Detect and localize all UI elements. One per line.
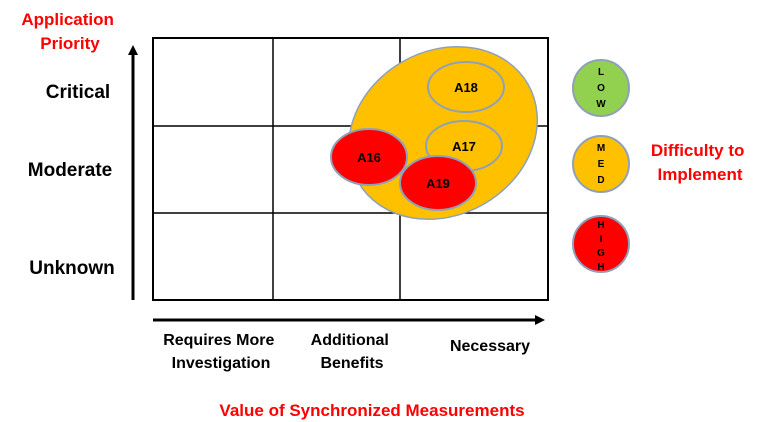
legend-low: L O W <box>572 59 630 117</box>
column-label-2-line-1: Additional <box>311 332 389 349</box>
y-axis-title-line-2: Priority <box>40 34 100 53</box>
legend-high-circle <box>572 215 630 273</box>
column-label-1-line-2: Investigation <box>172 355 271 372</box>
legend-low-circle <box>572 59 630 117</box>
legend-low-letter-2: O <box>597 83 605 94</box>
bubble-a19-label: A19 <box>426 176 450 191</box>
bubble-a18-shape <box>427 61 505 113</box>
column-label-necessary: Necessary <box>450 338 530 355</box>
bubble-a17-label: A17 <box>452 139 476 154</box>
bubble-a16: A16 <box>330 128 408 186</box>
legend-med-letter-3: D <box>597 175 604 186</box>
bubble-a16-shape <box>330 128 408 186</box>
legend-med-letter-2: E <box>598 159 605 170</box>
legend-med: M E D <box>572 135 630 193</box>
legend-low-letter-1: L <box>598 67 604 78</box>
row-label-critical: Critical <box>46 82 110 103</box>
legend: L O W M E D H I G H <box>572 59 630 273</box>
column-label-2-line-2: Benefits <box>320 355 383 372</box>
legend-high: H I G H <box>572 215 630 273</box>
column-label-additional-benefits: Additional Benefits <box>311 332 394 372</box>
row-label-unknown: Unknown <box>29 258 115 279</box>
column-label-1-line-1: Requires More <box>163 332 274 349</box>
legend-title-line-2: Implement <box>657 165 742 184</box>
legend-high-letter-1: H <box>597 220 604 231</box>
bubble-a19-shape <box>399 155 477 211</box>
y-axis-title-line-1: Application <box>21 10 114 29</box>
bubble-a19: A19 <box>399 155 477 211</box>
legend-med-circle <box>572 135 630 193</box>
bubble-a16-label: A16 <box>357 150 381 165</box>
row-label-moderate: Moderate <box>28 160 112 181</box>
legend-med-letter-1: M <box>597 143 605 154</box>
y-axis-title: Application Priority <box>21 10 118 53</box>
bubble-a18-label: A18 <box>454 80 478 95</box>
legend-high-letter-2: I <box>600 234 603 245</box>
legend-high-letter-3: G <box>597 248 605 259</box>
legend-low-letter-3: W <box>596 99 606 110</box>
legend-high-letter-4: H <box>597 262 604 273</box>
bubble-a18: A18 <box>427 61 505 113</box>
legend-title-line-1: Difficulty to <box>651 141 745 160</box>
x-axis-title: Value of Synchronized Measurements <box>219 401 524 420</box>
column-label-requires-more-investigation: Requires More Investigation <box>163 332 279 372</box>
legend-title: Difficulty to Implement <box>651 141 749 184</box>
